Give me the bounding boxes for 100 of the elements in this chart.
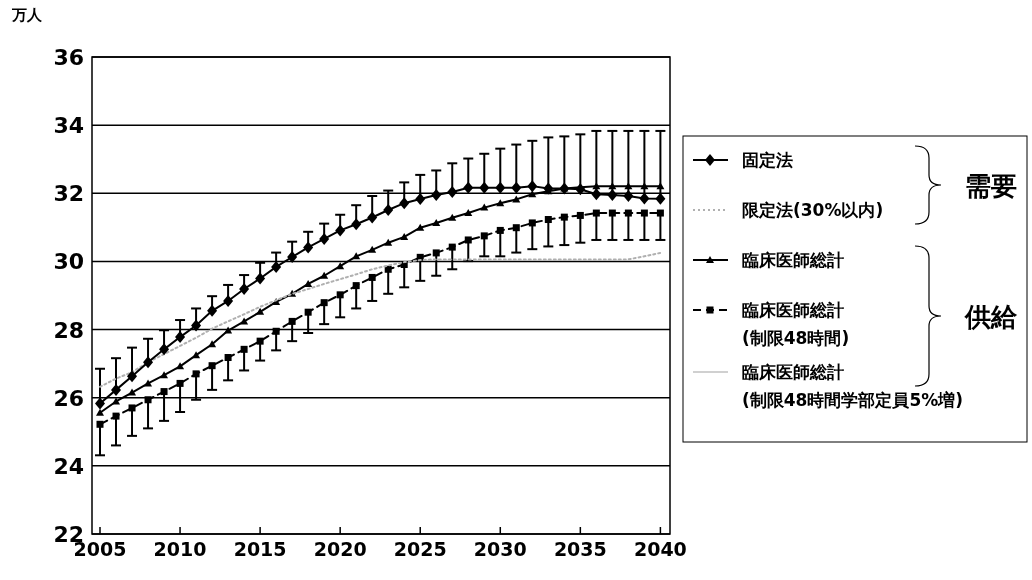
point [592,209,600,217]
point [495,181,506,194]
point [96,408,105,416]
point [624,209,632,217]
point [592,182,601,190]
point [399,197,410,210]
point [656,209,664,217]
point [527,180,538,193]
point [304,308,312,316]
x-tick-label: 2035 [553,538,607,560]
point [352,252,361,260]
point [160,371,169,379]
point [416,223,425,231]
point [511,181,522,194]
point [175,331,186,344]
point [304,279,313,287]
point [336,291,344,299]
point [543,182,554,195]
point [608,182,617,190]
point [447,185,458,198]
y-tick-label: 32 [53,181,84,207]
point [240,345,248,353]
point [575,183,586,196]
x-tick-label: 2020 [313,538,367,560]
point [544,216,552,224]
point [576,211,584,219]
point [192,370,200,378]
point [224,354,232,362]
text: 需要 [965,171,1017,201]
y-tick-label: 28 [53,317,84,343]
point [432,249,440,257]
point [640,209,648,217]
point [160,388,168,396]
point [480,203,489,211]
legend-label: 限定法(30%以内) [742,200,884,220]
y-tick-label: 34 [53,113,84,139]
point [512,224,520,232]
text: 供給 [965,302,1017,332]
point [288,317,296,325]
point [256,307,265,315]
x-tick-label: 2010 [153,538,207,560]
point [143,356,154,369]
point [528,219,536,227]
point [319,232,330,245]
point [320,271,329,279]
point [191,319,202,332]
legend-label: 臨床医師総計(制限48時間) [742,300,850,348]
y-tick-label: 36 [53,45,84,70]
point [176,379,184,387]
x-tick-label: 2040 [633,538,687,560]
x-tick-label: 2015 [233,538,287,560]
y-axis-title: 万人 [11,6,43,24]
point [336,262,345,270]
point [384,238,393,246]
point [384,265,392,273]
point [272,327,280,335]
point [463,181,474,194]
y-tick-label: 26 [53,385,84,411]
point [224,326,233,334]
point [144,396,152,404]
point [128,404,136,412]
point [223,294,234,307]
point [351,218,362,231]
point [623,190,634,203]
point [320,299,328,307]
x-tick-label: 2030 [473,538,527,560]
point [208,362,216,370]
point [415,193,426,206]
legend-label: 固定法 [742,150,793,170]
point [256,337,264,345]
point [608,209,616,217]
point [367,211,378,224]
y-tick-label: 30 [53,249,84,275]
y-tick-label: 24 [53,453,84,479]
point [607,188,618,201]
x-tick-label: 2025 [393,538,447,560]
point [208,340,217,348]
point [368,273,376,281]
point [239,283,250,296]
point [656,182,665,190]
point [303,241,314,254]
point [112,412,120,420]
point [432,218,441,226]
point [479,181,490,194]
point [192,351,201,359]
point [96,420,104,428]
legend-label: 臨床医師総計(制限48時間学部定員5%増) [742,362,964,410]
point [591,188,602,201]
point [448,243,456,251]
point [255,272,266,285]
point [207,304,218,317]
point [464,209,473,217]
point [159,343,170,356]
point [464,236,472,244]
legend-label: 臨床医師総計 [742,250,844,270]
point [335,224,346,237]
point [640,182,649,190]
point [560,213,568,221]
point [496,226,504,234]
point [127,370,138,383]
